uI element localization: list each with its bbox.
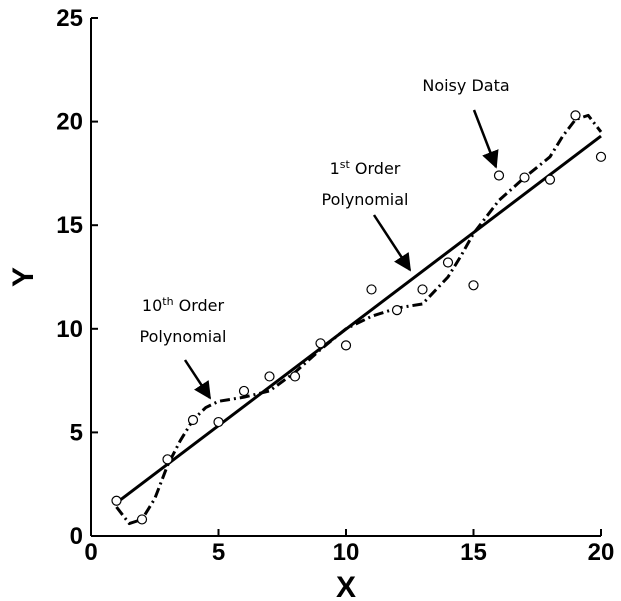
- data-point: [187, 414, 199, 426]
- y-tick-label: 25: [56, 5, 83, 32]
- data-point: [213, 416, 224, 428]
- data-point: [417, 284, 428, 295]
- data-point: [289, 371, 301, 382]
- data-point: [111, 495, 122, 506]
- data-point: [136, 514, 148, 525]
- annotation-tenth-order: 10th Order Polynomial: [140, 295, 227, 400]
- data-point: [315, 338, 326, 349]
- annotation-first-order-line2: Polynomial: [322, 190, 409, 209]
- data-point: [442, 257, 454, 268]
- first-order-fit-line: [115, 134, 602, 505]
- y-tick-label: 20: [56, 109, 83, 136]
- annotation-tenth-order-arrow: [183, 359, 212, 400]
- x-axis-label: X: [336, 571, 356, 601]
- y-tick-label: 5: [70, 419, 83, 446]
- data-point: [493, 170, 505, 181]
- y-ticks: 0 5 10 15 20 25: [56, 5, 98, 550]
- annotation-noisy-data-label: Noisy Data: [422, 76, 509, 95]
- data-point: [595, 151, 607, 162]
- x-tick-label: 10: [333, 539, 360, 566]
- annotation-first-order-line1: 1st Order: [330, 158, 401, 178]
- annotation-first-order: 1st Order Polynomial: [322, 158, 412, 272]
- data-point: [238, 385, 250, 397]
- x-ticks: 0 5 10 15 20: [84, 529, 614, 566]
- data-point: [366, 284, 377, 295]
- data-point: [570, 110, 581, 121]
- data-markers: [111, 110, 607, 525]
- x-tick-label: 15: [460, 539, 487, 566]
- y-axis-label: Y: [7, 267, 40, 287]
- data-point: [391, 305, 403, 316]
- annotation-first-order-arrow: [372, 214, 412, 272]
- annotation-noisy-data: Noisy Data: [422, 76, 510, 169]
- data-point: [468, 280, 479, 291]
- x-tick-label: 20: [588, 539, 615, 566]
- annotation-tenth-order-line2: Polynomial: [140, 327, 227, 346]
- data-point: [544, 174, 556, 185]
- annotation-tenth-order-line1: 10th Order: [142, 295, 225, 315]
- y-tick-label: 10: [56, 316, 83, 343]
- x-tick-label: 0: [84, 539, 97, 566]
- data-point: [519, 172, 530, 183]
- annotation-noisy-data-arrow: [472, 109, 499, 169]
- data-point: [264, 371, 275, 382]
- y-tick-label: 15: [56, 212, 83, 239]
- x-tick-label: 5: [212, 539, 225, 566]
- data-point: [340, 340, 352, 351]
- data-point: [162, 454, 173, 465]
- y-tick-label: 0: [70, 523, 83, 550]
